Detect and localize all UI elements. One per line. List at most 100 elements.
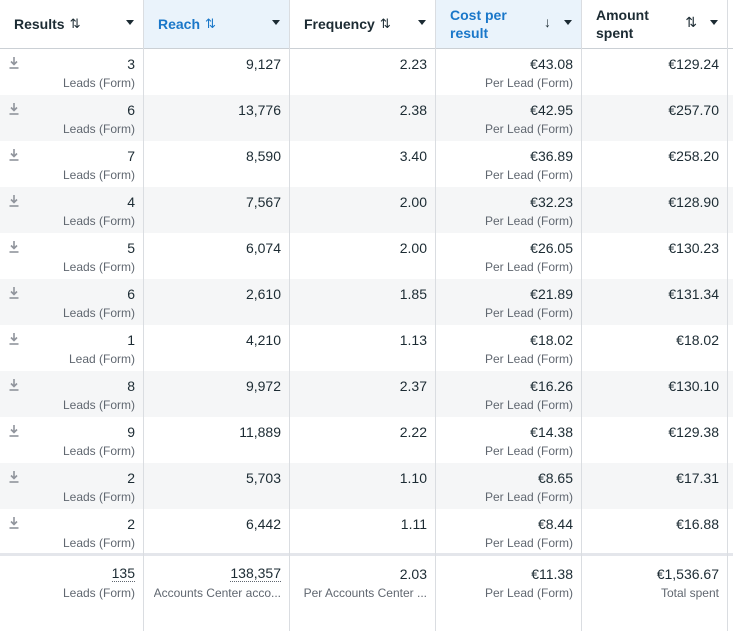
results-type: Leads (Form)	[62, 214, 135, 228]
cost-per-result-value: €14.38	[530, 424, 573, 440]
cost-per-result-type: Per Lead (Form)	[484, 306, 573, 320]
column-label: Amount spent	[596, 6, 649, 42]
results-cell: 8 Leads (Form)	[0, 371, 143, 417]
download-icon[interactable]	[8, 470, 20, 484]
column-label-line2: result	[450, 25, 489, 41]
cost-per-result-type: Per Lead (Form)	[484, 352, 573, 366]
table-row[interactable]: 2 Leads (Form) 5,703 1.10 €8.65 Per Lead (For…	[0, 463, 733, 509]
frequency-cell: 2.38	[290, 95, 435, 141]
results-cell: 6 Leads (Form)	[0, 95, 143, 141]
download-icon[interactable]	[8, 516, 20, 530]
arrow-down-icon[interactable]: ↓	[544, 14, 551, 30]
column-header-cost-per-result[interactable]: Cost per result ↓	[436, 0, 581, 48]
table-row[interactable]: 4 Leads (Form) 7,567 2.00 €32.23 Per Lead (Fo…	[0, 187, 733, 233]
results-value: 6	[127, 102, 135, 118]
amount-spent-value: €130.23	[668, 240, 719, 256]
table-row[interactable]: 6 Leads (Form) 13,776 2.38 €42.95 Per Lead (F…	[0, 95, 733, 141]
cost-per-result-value: €16.26	[530, 378, 573, 394]
frequency-value: 2.00	[399, 240, 427, 256]
results-cell: 1 Lead (Form)	[0, 325, 143, 371]
column-label-line1: Amount	[596, 7, 649, 23]
total-results-value[interactable]: 135	[111, 565, 135, 582]
results-value: 4	[127, 194, 135, 210]
frequency-cell: 2.23	[290, 49, 435, 95]
chevron-down-icon[interactable]	[564, 20, 572, 25]
amount-spent-cell: €129.24	[582, 49, 727, 95]
download-icon[interactable]	[8, 286, 20, 300]
reach-value: 6,074	[245, 240, 281, 256]
results-cell: 4 Leads (Form)	[0, 187, 143, 233]
sort-icon[interactable]: ⇅	[205, 16, 216, 31]
frequency-value: 2.22	[399, 424, 427, 440]
download-icon[interactable]	[8, 56, 20, 70]
column-label-line1: Cost per	[450, 7, 507, 23]
reach-value: 9,972	[245, 378, 281, 394]
cost-per-result-cell: €16.26 Per Lead (Form)	[436, 371, 581, 417]
chevron-down-icon[interactable]	[272, 20, 280, 25]
download-icon[interactable]	[8, 102, 20, 116]
amount-spent-value: €17.31	[676, 470, 719, 486]
sort-icon[interactable]: ⇅	[685, 14, 697, 30]
frequency-cell: 1.11	[290, 509, 435, 555]
cost-per-result-cell: €8.44 Per Lead (Form)	[436, 509, 581, 555]
download-icon[interactable]	[8, 378, 20, 392]
frequency-value: 1.85	[399, 286, 427, 302]
column-header-frequency[interactable]: Frequency ⇅	[290, 0, 435, 48]
table-header: Results ⇅ Reach ⇅ Frequency ⇅ Cost per r…	[0, 0, 733, 49]
cost-per-result-cell: €26.05 Per Lead (Form)	[436, 233, 581, 279]
sort-icon[interactable]: ⇅	[69, 16, 81, 31]
download-icon[interactable]	[8, 424, 20, 438]
column-label: Results	[14, 16, 65, 32]
amount-spent-cell: €257.70	[582, 95, 727, 141]
table-row[interactable]: 1 Lead (Form) 4,210 1.13 €18.02 Per Lead (For…	[0, 325, 733, 371]
reach-value: 6,442	[245, 516, 281, 532]
cost-per-result-cell: €43.08 Per Lead (Form)	[436, 49, 581, 95]
chevron-down-icon[interactable]	[710, 20, 718, 25]
table-body: 3 Leads (Form) 9,127 2.23 €43.08 Per Lead (Fo…	[0, 49, 733, 555]
table-row[interactable]: 7 Leads (Form) 8,590 3.40 €36.89 Per Lead (Fo…	[0, 141, 733, 187]
table-row[interactable]: 6 Leads (Form) 2,610 1.85 €21.89 Per Lead (Fo…	[0, 279, 733, 325]
results-value: 1	[127, 332, 135, 348]
results-cell: 2 Leads (Form)	[0, 509, 143, 555]
frequency-cell: 2.37	[290, 371, 435, 417]
reach-cell: 6,442	[144, 509, 289, 555]
results-value: 2	[127, 470, 135, 486]
reach-value: 8,590	[245, 148, 281, 164]
column-header-amount-spent[interactable]: Amount spent ⇅	[582, 0, 727, 48]
column-header-reach[interactable]: Reach ⇅	[144, 0, 289, 48]
cost-per-result-type: Per Lead (Form)	[484, 536, 573, 550]
download-icon[interactable]	[8, 194, 20, 208]
download-icon[interactable]	[8, 240, 20, 254]
cost-per-result-value: €43.08	[530, 56, 573, 72]
cost-per-result-value: €26.05	[530, 240, 573, 256]
table-row[interactable]: 3 Leads (Form) 9,127 2.23 €43.08 Per Lead (Fo…	[0, 49, 733, 95]
table-row[interactable]: 8 Leads (Form) 9,972 2.37 €16.26 Per Lead (Fo…	[0, 371, 733, 417]
results-type: Lead (Form)	[68, 352, 135, 366]
table-row[interactable]: 9 Leads (Form) 11,889 2.22 €14.38 Per Lead (F…	[0, 417, 733, 463]
reach-value: 13,776	[238, 102, 281, 118]
download-icon[interactable]	[8, 148, 20, 162]
column-header-results[interactable]: Results ⇅	[0, 0, 143, 48]
chevron-down-icon[interactable]	[418, 20, 426, 25]
reach-cell: 6,074	[144, 233, 289, 279]
cost-per-result-value: €42.95	[530, 102, 573, 118]
table-row[interactable]: 5 Leads (Form) 6,074 2.00 €26.05 Per Lead (Fo…	[0, 233, 733, 279]
reach-cell: 9,127	[144, 49, 289, 95]
chevron-down-icon[interactable]	[126, 20, 134, 25]
cost-per-result-type: Per Lead (Form)	[484, 76, 573, 90]
column-label: Frequency	[304, 16, 375, 32]
amount-spent-cell: €129.38	[582, 417, 727, 463]
cost-per-result-value: €8.44	[537, 516, 573, 532]
cost-per-result-cell: €32.23 Per Lead (Form)	[436, 187, 581, 233]
frequency-cell: 1.13	[290, 325, 435, 371]
cost-per-result-type: Per Lead (Form)	[484, 214, 573, 228]
download-icon[interactable]	[8, 332, 20, 346]
total-reach-value[interactable]: 138,357	[230, 565, 281, 582]
results-type: Leads (Form)	[62, 122, 135, 136]
cost-per-result-type: Per Lead (Form)	[484, 490, 573, 504]
reach-value: 2,610	[245, 286, 281, 302]
column-label: Cost per result	[450, 6, 507, 42]
sort-icon[interactable]: ⇅	[379, 16, 391, 31]
cost-per-result-type: Per Lead (Form)	[484, 168, 573, 182]
table-row[interactable]: 2 Leads (Form) 6,442 1.11 €8.44 Per Lead (For…	[0, 509, 733, 555]
